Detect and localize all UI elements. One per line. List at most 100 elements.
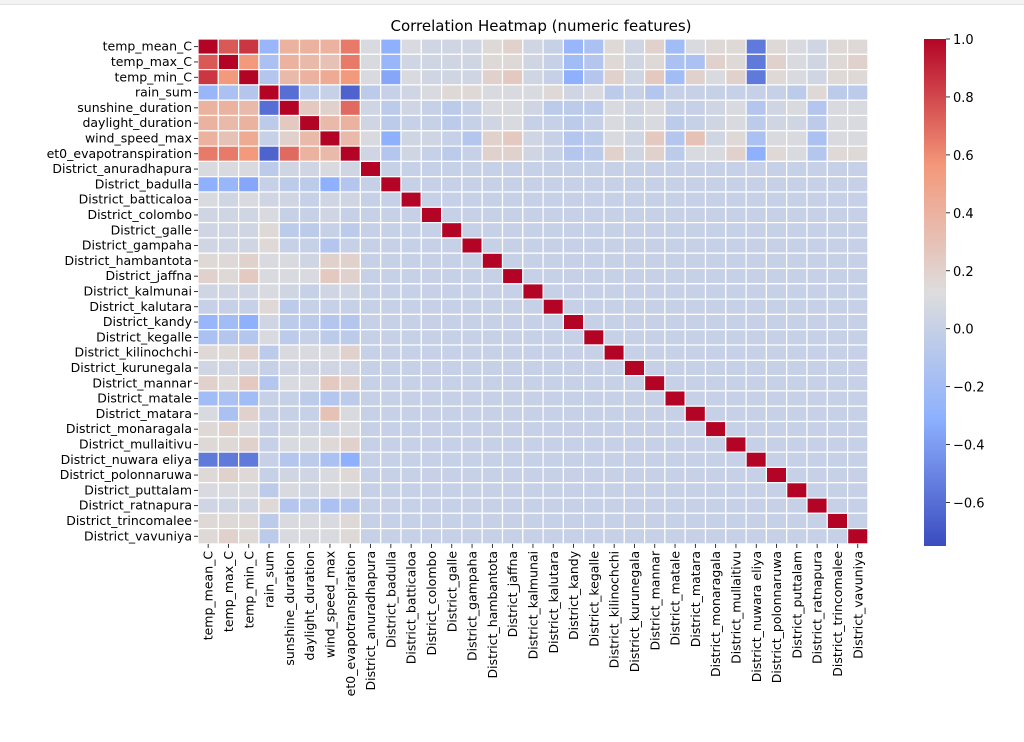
heatmap-cell	[501, 222, 524, 239]
x-tick-label: District_badulla	[383, 551, 398, 648]
heatmap-cell	[400, 68, 422, 86]
heatmap-cell	[806, 313, 828, 331]
y-tick-label: District_gampaha	[82, 238, 192, 253]
heatmap-cell	[522, 206, 544, 224]
heatmap-cell	[643, 375, 666, 392]
heatmap-cell	[258, 451, 280, 469]
heatmap-cell	[745, 84, 767, 101]
heatmap-cell	[603, 206, 625, 224]
heatmap-cell	[319, 145, 341, 163]
heatmap-cell	[623, 53, 646, 71]
heatmap-cell	[643, 191, 666, 208]
heatmap-cell	[806, 84, 828, 101]
heatmap-cell	[197, 344, 219, 361]
heatmap-cell	[441, 84, 463, 101]
heatmap-cell	[623, 130, 646, 147]
heatmap-cell	[400, 359, 422, 377]
heatmap-cell	[319, 466, 341, 484]
heatmap-cell	[643, 68, 666, 86]
heatmap-cell	[725, 53, 747, 71]
heatmap-cell	[238, 53, 260, 71]
heatmap-cell	[359, 222, 382, 239]
heatmap-cell	[623, 252, 646, 270]
x-tick-label: District_colombo	[424, 551, 439, 656]
heatmap-cell	[623, 99, 646, 117]
heatmap-cell	[664, 375, 686, 392]
heatmap-cell	[258, 252, 280, 270]
heatmap-cell	[542, 38, 564, 55]
heatmap-cell	[461, 191, 483, 208]
heatmap-cell	[522, 68, 544, 86]
heatmap-cell	[542, 206, 564, 224]
heatmap-cell	[623, 497, 646, 514]
heatmap-cell	[725, 206, 747, 224]
heatmap-cell	[217, 191, 240, 208]
heatmap-cell	[481, 145, 504, 163]
heatmap-cell	[461, 68, 483, 86]
heatmap-cell	[623, 191, 646, 208]
heatmap-cell	[664, 451, 686, 469]
heatmap-cell	[522, 329, 544, 346]
heatmap-cell	[319, 99, 341, 117]
heatmap-cell	[380, 160, 402, 178]
heatmap-cell	[684, 375, 707, 392]
heatmap-cell	[603, 405, 625, 423]
heatmap-cell	[765, 84, 788, 101]
heatmap-cell	[441, 176, 463, 193]
heatmap-cell	[786, 38, 808, 55]
y-tick-label: et0_evapotranspiration	[47, 146, 192, 161]
heatmap-cell	[298, 283, 321, 300]
heatmap-cell	[339, 466, 362, 484]
heatmap-cell	[501, 482, 524, 499]
heatmap-cell	[461, 420, 483, 438]
heatmap-cell	[786, 53, 808, 71]
heatmap-cell	[258, 176, 280, 193]
heatmap-cell	[461, 145, 483, 163]
x-tick-label: sunshine_duration	[282, 551, 297, 666]
heatmap-cell	[522, 222, 544, 239]
heatmap-cell	[704, 114, 727, 132]
heatmap-cell	[562, 114, 585, 132]
heatmap-cell	[481, 497, 504, 514]
heatmap-cell	[481, 420, 504, 438]
heatmap-cell	[603, 68, 625, 86]
colorbar-tick-label: −0.2	[953, 381, 985, 396]
colorbar-tick-label: −0.6	[953, 497, 985, 512]
heatmap-cell	[786, 375, 808, 392]
heatmap-cell	[522, 160, 544, 178]
heatmap-cell	[420, 160, 443, 178]
heatmap-cell	[603, 344, 625, 361]
heatmap-cell	[400, 313, 422, 331]
heatmap-cell	[786, 99, 808, 117]
heatmap-cell	[583, 451, 605, 469]
heatmap-cell	[441, 497, 463, 514]
heatmap-cell	[643, 527, 666, 545]
heatmap-cell	[278, 114, 301, 132]
heatmap-cell	[238, 160, 260, 178]
heatmap-cell	[339, 420, 362, 438]
heatmap-cell	[806, 359, 828, 377]
heatmap-cell	[501, 206, 524, 224]
heatmap-cell	[278, 329, 301, 346]
x-tick-label: District_polonnaruwa	[769, 551, 784, 683]
heatmap-cell	[197, 84, 219, 101]
heatmap-cell	[501, 237, 524, 254]
heatmap-cell	[704, 482, 727, 499]
heatmap-cell	[846, 252, 869, 270]
heatmap-cell	[623, 344, 646, 361]
heatmap-cell	[359, 114, 382, 132]
heatmap-cell	[562, 375, 585, 392]
heatmap-cell	[298, 466, 321, 484]
heatmap-cell	[339, 359, 362, 377]
heatmap-cell	[441, 405, 463, 423]
heatmap-cell	[359, 298, 382, 316]
heatmap-cell	[278, 176, 301, 193]
heatmap-cell	[583, 267, 605, 285]
heatmap-cell	[217, 237, 240, 254]
heatmap-cell	[704, 237, 727, 254]
heatmap-cell	[380, 283, 402, 300]
heatmap-cell	[684, 145, 707, 163]
heatmap-cell	[583, 191, 605, 208]
heatmap-cell	[420, 420, 443, 438]
heatmap-cell	[339, 99, 362, 117]
